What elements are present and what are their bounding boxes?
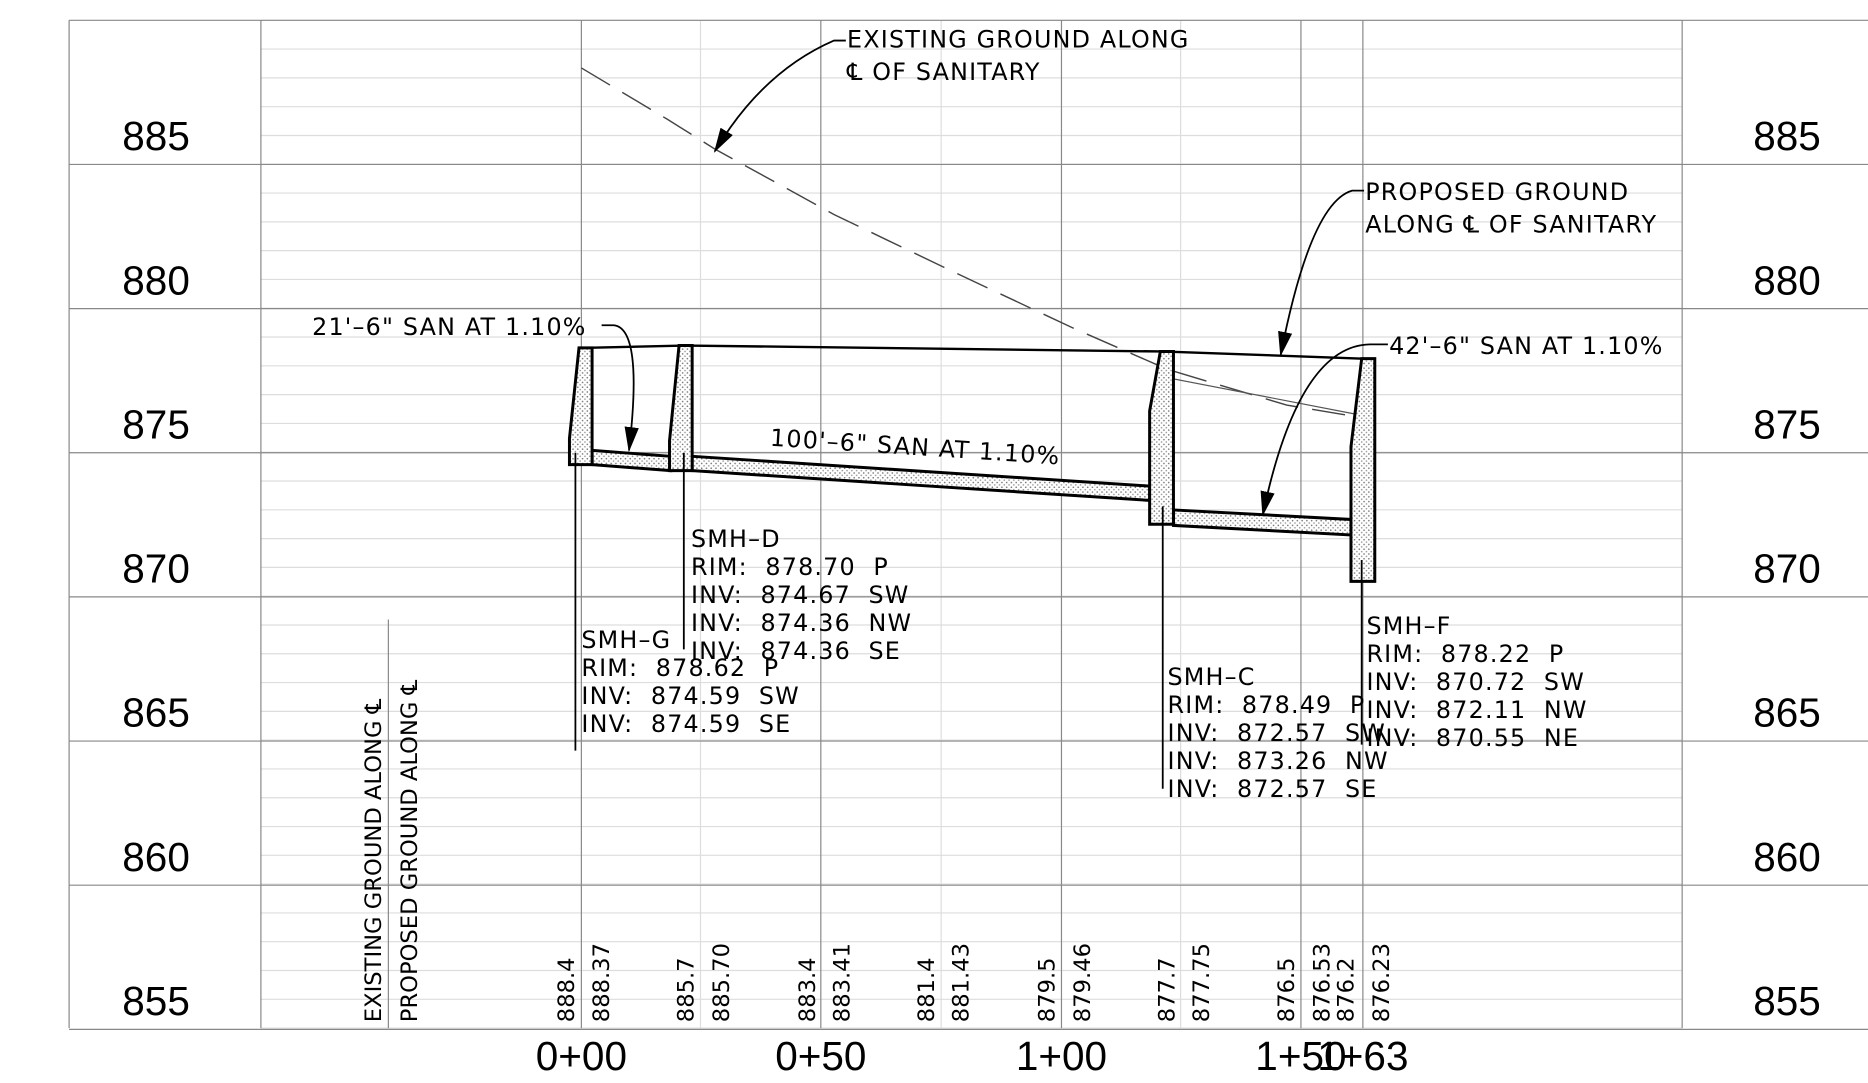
callout-text: EXISTING GROUND ALONG xyxy=(847,26,1190,54)
ground-elevation: 879.5 xyxy=(1034,957,1060,1022)
arrow xyxy=(1281,191,1364,355)
grid xyxy=(69,20,1868,1029)
manhole-data: INV: 872.11 NW xyxy=(1366,696,1587,724)
elevation-label-left: 855 xyxy=(122,978,190,1024)
ground-elevation: 885.70 xyxy=(709,943,735,1022)
manhole-data: RIM: 878.22 P xyxy=(1366,640,1564,668)
pipe-g-d xyxy=(592,450,671,470)
ground-legend: EXISTING GROUND ALONG ℄ xyxy=(361,698,387,1022)
ground-elevation: 876.2 xyxy=(1333,957,1359,1022)
elevation-label-left: 860 xyxy=(122,834,190,880)
elevation-label-left: 885 xyxy=(122,113,190,159)
elevation-label-left: 875 xyxy=(122,401,190,447)
elevation-label-right: 860 xyxy=(1753,834,1821,880)
station-label: 0+00 xyxy=(536,1033,627,1079)
elevation-label-left: 865 xyxy=(122,690,190,736)
elevation-label-right: 855 xyxy=(1753,978,1821,1024)
ground-elevation: 883.4 xyxy=(795,957,821,1022)
callout-text: ℄ OF SANITARY xyxy=(846,58,1041,86)
proposed-ground-line-f xyxy=(1173,379,1358,415)
arrow xyxy=(602,325,634,450)
elevation-label-right: 865 xyxy=(1753,690,1821,736)
ground-elevation: 888.4 xyxy=(554,957,580,1022)
elevation-label-left: 880 xyxy=(122,257,190,303)
manhole-f xyxy=(1351,359,1375,582)
manhole-d xyxy=(670,346,693,471)
ground-legend: PROPOSED GROUND ALONG ℄ xyxy=(397,679,423,1022)
callout-text: PROPOSED GROUND xyxy=(1365,178,1629,206)
manhole-data: INV: 870.55 NE xyxy=(1366,724,1579,752)
elevation-label-right: 870 xyxy=(1753,546,1821,592)
manhole-data: INV: 873.26 NW xyxy=(1168,747,1389,775)
manhole-c xyxy=(1150,351,1174,524)
manhole-name: SMH–F xyxy=(1366,612,1451,640)
pipe-d-c xyxy=(692,456,1149,500)
ground-elevation: 888.37 xyxy=(589,943,615,1022)
manhole-data: INV: 874.59 SW xyxy=(581,682,800,710)
elevation-label-left: 870 xyxy=(122,546,190,592)
existing-ground-line xyxy=(581,68,1358,417)
station-label: 1+00 xyxy=(1016,1033,1107,1079)
manhole-data: INV: 872.57 SE xyxy=(1168,775,1378,803)
page: { "elevations": ["885", "880", "875", "8… xyxy=(0,0,1868,1083)
manhole-name: SMH–D xyxy=(691,525,781,553)
manhole-data: INV: 874.36 NW xyxy=(691,609,912,637)
pipe-label: 21'–6" SAN AT 1.10% xyxy=(312,313,587,341)
manhole-data: RIM: 878.70 P xyxy=(691,553,889,581)
pipe-label: 42'–6" SAN AT 1.10% xyxy=(1389,332,1663,360)
ground-elevation: 883.41 xyxy=(829,943,855,1022)
callout-text: ALONG ℄ OF SANITARY xyxy=(1365,210,1657,238)
ground-elevation: 881.43 xyxy=(949,943,975,1022)
ground-elevation: 877.7 xyxy=(1155,957,1181,1022)
manhole-data: INV: 872.57 SW xyxy=(1168,719,1387,747)
proposed-ground-line xyxy=(581,346,1363,359)
arrow xyxy=(715,41,846,152)
station-label: 0+50 xyxy=(775,1033,866,1079)
manhole-data: INV: 874.59 SE xyxy=(581,710,791,738)
elevation-label-right: 875 xyxy=(1753,401,1821,447)
ground-elevation: 885.7 xyxy=(673,957,699,1022)
manhole-data: RIM: 878.62 P xyxy=(581,654,779,682)
manhole-data: INV: 870.72 SW xyxy=(1366,668,1585,696)
ground-elevation: 876.23 xyxy=(1369,943,1395,1022)
ground-elevation: 881.4 xyxy=(914,957,940,1022)
manhole-name: SMH–G xyxy=(581,626,671,654)
ground-elevation: 877.75 xyxy=(1189,943,1215,1022)
manhole-data: INV: 874.67 SW xyxy=(691,581,910,609)
elevation-label-right: 885 xyxy=(1753,113,1821,159)
manhole-data: RIM: 878.49 P xyxy=(1168,691,1366,719)
elevation-label-right: 880 xyxy=(1753,257,1821,303)
manhole-name: SMH–C xyxy=(1168,663,1256,691)
station-label: 1+63 xyxy=(1317,1033,1408,1079)
ground-elevation: 876.5 xyxy=(1274,957,1300,1022)
ground-elevation: 879.46 xyxy=(1070,943,1096,1022)
profile-drawing: EXISTING GROUND ALONG ℄ OF SANITARY PROP… xyxy=(0,0,1868,1083)
ground-elevation: 876.53 xyxy=(1310,943,1336,1022)
